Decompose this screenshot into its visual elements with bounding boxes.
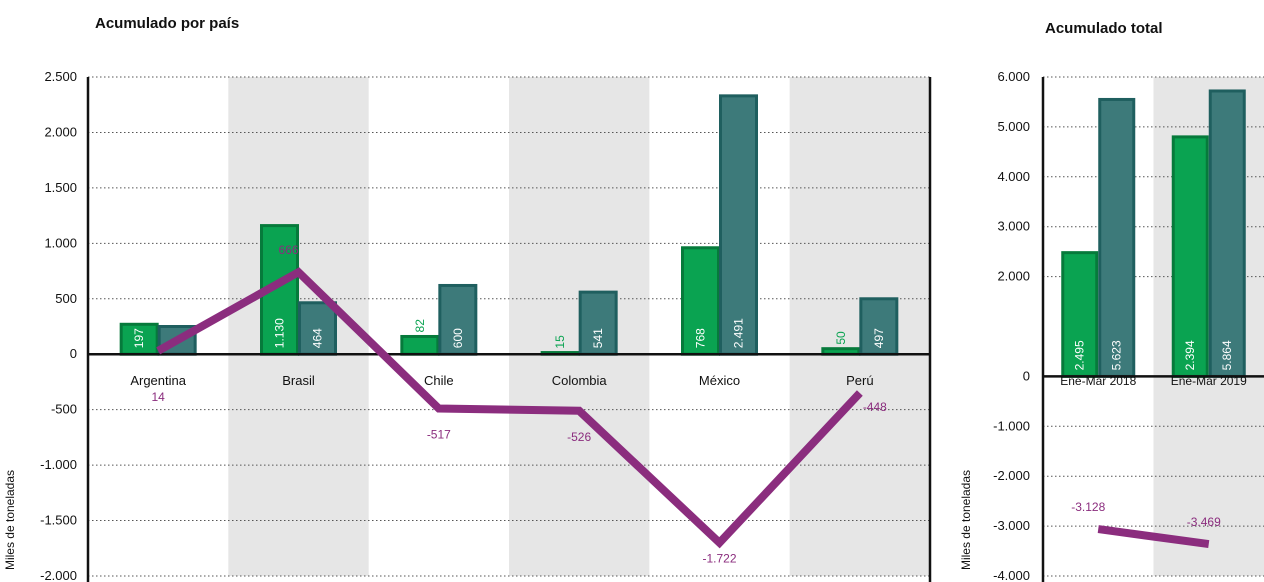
bar-label-2018: 2.394 (1183, 340, 1197, 370)
balance-line (1097, 525, 1210, 549)
bar-label-2018: 1.130 (273, 318, 287, 348)
balance-label: -3.469 (1187, 515, 1221, 529)
bar-label-2019: 5.623 (1110, 340, 1124, 370)
bar-label-2018: 82 (413, 319, 427, 333)
balance-label: -3.128 (1071, 500, 1105, 514)
balance-label: -517 (427, 428, 451, 442)
y-tick-label: 500 (55, 291, 77, 306)
y-tick-label: 3.000 (997, 219, 1030, 234)
bar-label-2019: 183 (170, 302, 184, 322)
bar-label-2018: 197 (132, 328, 146, 348)
y-tick-label: 1.000 (44, 235, 77, 250)
bar-2019 (438, 283, 478, 356)
bar-2018 (400, 334, 440, 356)
bar-label-2019: 541 (591, 328, 605, 348)
y-tick-label: -500 (51, 402, 77, 417)
y-tick-label: -1.000 (40, 457, 77, 472)
y-tick-label: -2.000 (993, 468, 1030, 483)
bar-2018 (681, 246, 720, 356)
category-label: Chile (424, 373, 454, 388)
y-axis-label: Miles de toneladas (959, 470, 973, 570)
y-tick-label: 0 (1023, 368, 1030, 383)
bar-label-2018: 2.495 (1073, 340, 1087, 370)
balance-label: -526 (567, 430, 591, 444)
bar-label-2018: 50 (834, 331, 848, 345)
bar-label-2018: 768 (694, 328, 708, 348)
bar-label-2018: 15 (553, 335, 567, 349)
y-tick-label: 1.500 (44, 180, 77, 195)
bar-label-2019: 2.491 (732, 318, 746, 348)
category-label: Colombia (552, 373, 608, 388)
bar-2019 (298, 301, 337, 356)
category-label: México (699, 373, 740, 388)
category-label: Brasil (282, 373, 315, 388)
y-tick-label: -1.000 (993, 418, 1030, 433)
bar-2019 (1098, 97, 1136, 378)
category-label: Argentina (130, 373, 186, 388)
bar-2019 (859, 297, 899, 356)
bar-label-2019: 464 (311, 328, 325, 348)
chart-title: Acumulado total (1045, 20, 1163, 37)
balance-label: -448 (863, 400, 887, 414)
y-tick-label: 2.500 (44, 69, 77, 84)
chart-title: Acumulado por país (95, 15, 239, 32)
bar-label-2019: 497 (872, 328, 886, 348)
bar-2019 (719, 94, 758, 356)
balance-label: 666 (278, 243, 298, 257)
balance-line (156, 267, 863, 549)
y-tick-label: -1.500 (40, 513, 77, 528)
balance-label: 14 (151, 390, 165, 404)
y-tick-label: 4.000 (997, 169, 1030, 184)
y-tick-label: -2.000 (40, 568, 77, 582)
bar-label-2019: 600 (451, 328, 465, 348)
y-tick-label: -4.000 (993, 568, 1030, 582)
category-label: Perú (846, 373, 873, 388)
y-tick-label: 0 (70, 346, 77, 361)
y-tick-label: 2.000 (44, 124, 77, 139)
y-axis-label: Miles de toneladas (3, 470, 17, 570)
bar-label-2019: 5.864 (1220, 340, 1234, 370)
balance-label: -1.722 (702, 552, 736, 566)
bar-2019 (1208, 89, 1246, 378)
y-tick-label: -3.000 (993, 518, 1030, 533)
y-tick-label: 2.000 (997, 269, 1030, 284)
y-tick-label: 5.000 (997, 119, 1030, 134)
y-tick-label: 6.000 (997, 69, 1030, 84)
